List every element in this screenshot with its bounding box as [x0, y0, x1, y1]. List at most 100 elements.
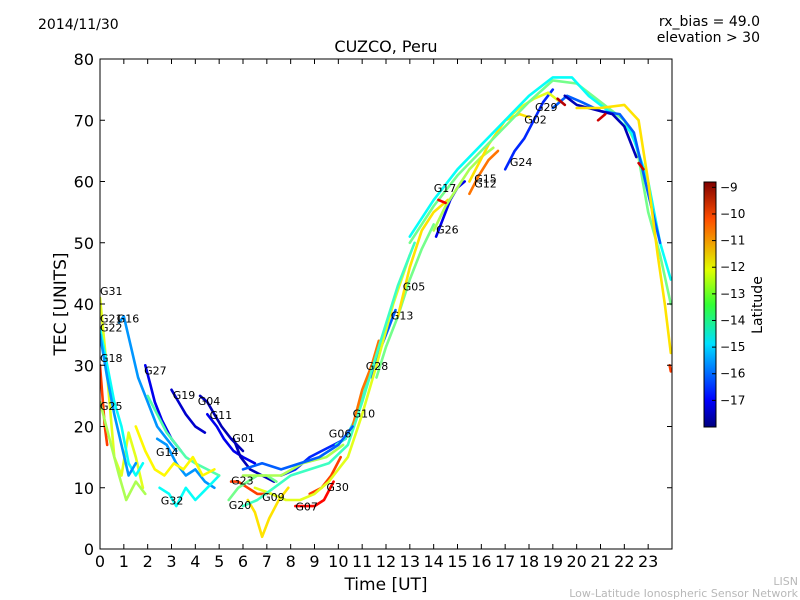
satellite-label-g21: G21	[100, 312, 123, 325]
x-tick-label: 8	[286, 552, 296, 571]
y-tick-label: 30	[74, 356, 94, 375]
x-tick-label: 7	[262, 552, 272, 571]
tec-series-g12	[468, 149, 500, 196]
satellite-label-g25: G25	[100, 400, 123, 413]
tec-series-track-35	[668, 363, 672, 373]
y-tick-label: 20	[74, 418, 94, 437]
tec-series-g25	[100, 400, 147, 502]
x-tick-label: 18	[519, 552, 539, 571]
tec-series-g28	[351, 339, 381, 428]
x-tick-label: 21	[590, 552, 610, 571]
colorbar-tick-label: −14	[720, 313, 745, 327]
tec-series-track-41	[253, 253, 412, 502]
rx-bias-label: rx_bias = 49.0	[658, 14, 760, 30]
credit-short: LISN	[773, 575, 798, 588]
satellite-label-g28: G28	[366, 360, 389, 373]
tec-series-g19	[170, 388, 207, 434]
x-tick-label: 1	[119, 552, 129, 571]
tec-series-g22	[100, 333, 138, 477]
tec-series-g32	[158, 474, 221, 508]
x-tick-label: 16	[471, 552, 491, 571]
satellite-label-g14: G14	[156, 446, 179, 459]
tec-series-g16	[117, 314, 178, 453]
satellite-label-g20: G20	[229, 499, 252, 512]
tec-series-track-38	[556, 97, 567, 107]
x-axis-label: Time [UT]	[343, 575, 427, 595]
satellite-label-g18: G18	[100, 352, 123, 365]
y-tick-label: 60	[74, 173, 94, 192]
colorbar-tick-label: −15	[720, 340, 745, 354]
tec-series-track-37	[596, 112, 607, 122]
series-layer	[100, 76, 672, 539]
x-tick-label: 4	[190, 552, 200, 571]
x-tick-label: 11	[352, 552, 372, 571]
tec-series-track-43	[241, 425, 354, 471]
y-tick-label: 50	[74, 234, 94, 253]
y-tick-label: 0	[84, 540, 94, 559]
y-tick-label: 40	[74, 295, 94, 314]
colorbar-tick-label: −11	[720, 234, 745, 248]
satellite-label-g09: G09	[262, 491, 285, 504]
colorbar-tick-layer: −9 −10 −11 −12 −13 −14 −15 −16 −17	[712, 180, 745, 407]
x-tick-label: 5	[214, 552, 224, 571]
satellite-label-g12: G12	[474, 178, 497, 191]
satellite-label-g13: G13	[391, 309, 414, 322]
satellite-label-g29: G29	[535, 101, 558, 114]
tec-series-track-45	[134, 425, 216, 477]
colorbar-tick-label: −13	[720, 287, 745, 301]
satellite-label-g19: G19	[173, 389, 196, 402]
tec-series-track-44	[146, 394, 221, 477]
x-tick-label: 12	[376, 552, 396, 571]
tec-series-g14	[155, 437, 216, 490]
satellite-label-g01: G01	[232, 432, 255, 445]
tec-series-track-33	[563, 94, 638, 159]
tec-series-g21	[100, 327, 145, 477]
tec-series-g11	[206, 412, 257, 465]
colorbar-tick-label: −12	[720, 260, 745, 274]
y-tick-label: 80	[74, 50, 94, 69]
tec-series-track-31	[408, 76, 672, 281]
x-tick-label: 22	[614, 552, 634, 571]
colorbar-gradient	[703, 181, 717, 428]
x-tick-label: 6	[238, 552, 248, 571]
x-tick-label: 10	[328, 552, 348, 571]
colorbar-tick-label: −10	[720, 207, 745, 221]
date-label: 2014/11/30	[38, 17, 119, 33]
chart-title: CUZCO, Peru	[334, 37, 438, 56]
satellite-label-g11: G11	[210, 409, 233, 422]
credit-block: LISN Low-Latitude Ionospheric Sensor Net…	[569, 576, 798, 600]
colorbar-tick-label: −16	[720, 367, 745, 381]
elevation-label: elevation > 30	[656, 30, 760, 46]
x-tick-label: 13	[400, 552, 420, 571]
tec-series-track-39	[437, 198, 447, 205]
x-tick-label: 15	[447, 552, 467, 571]
satellite-label-g27: G27	[144, 364, 167, 377]
tec-series-track-40	[241, 443, 345, 477]
satellite-label-g15: G15	[474, 173, 497, 186]
y-axis-label: TEC [UNITS]	[51, 252, 71, 356]
x-tick-label: 0	[95, 552, 105, 571]
tick-layer: 0 1 2 3 4 5 6 7 8 9 10 11 12 13 14 15 16 17 18 19 20 21 22 2301…	[74, 50, 672, 571]
y-tick-label: 70	[74, 111, 94, 130]
satellite-label-g22: G22	[100, 322, 123, 335]
tec-series-g23	[229, 480, 269, 496]
tec-series-g01	[232, 437, 276, 483]
satellite-label-g07: G07	[295, 500, 318, 513]
x-tick-label: 20	[566, 552, 586, 571]
satellite-label-g02: G02	[524, 113, 547, 126]
x-tick-label: 2	[143, 552, 153, 571]
colorbar: −9 −10 −11 −12 −13 −14 −15 −16 −17 Latitude	[703, 180, 766, 428]
tec-series-track-30	[408, 79, 672, 306]
satellite-label-g31: G31	[100, 285, 123, 298]
x-tick-label: 9	[309, 552, 319, 571]
satellite-label-g26: G26	[436, 224, 459, 237]
x-tick-label: 3	[166, 552, 176, 571]
tec-series-track-34	[575, 103, 672, 355]
satellite-label-g32: G32	[161, 494, 184, 507]
satellite-label-g30: G30	[326, 481, 349, 494]
satellite-label-g10: G10	[353, 407, 376, 420]
x-tick-label: 23	[638, 552, 658, 571]
satellite-label-g05: G05	[403, 281, 426, 294]
